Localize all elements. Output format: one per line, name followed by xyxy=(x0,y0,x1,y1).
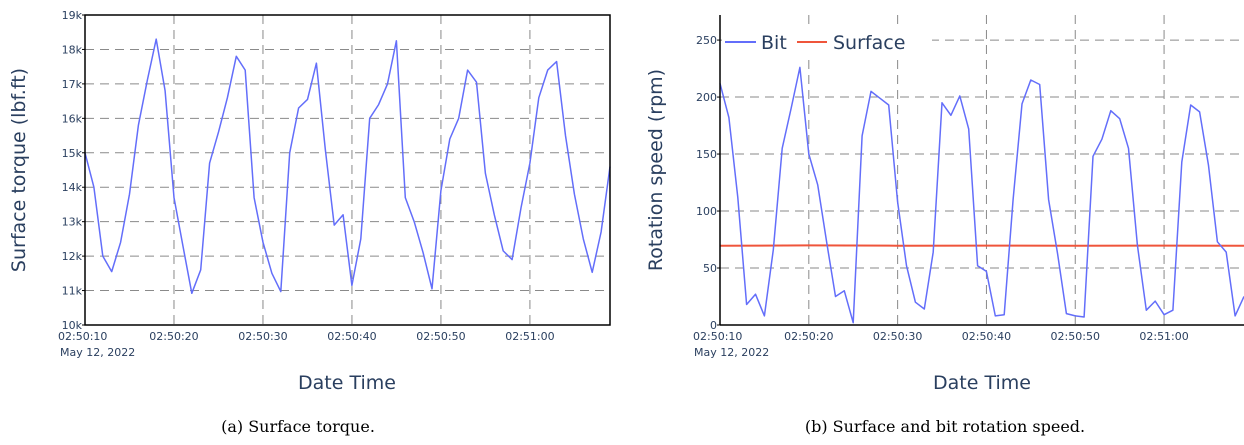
torque-x-tick-label: 02:50:40 xyxy=(327,330,376,343)
torque-y-tick-label: 15k xyxy=(62,147,83,160)
torque-x-tick-label: 02:50:20 xyxy=(149,330,198,343)
torque-y-tick-label: 16k xyxy=(62,112,83,125)
rotation-x-date-label: May 12, 2022 xyxy=(694,346,769,359)
torque-x-tick-label: 02:50:50 xyxy=(416,330,465,343)
torque-y-tick-label: 13k xyxy=(62,216,83,229)
rotation-y-tick-label: 250 xyxy=(696,34,717,47)
rotation-chart-panel: 0 50 100 150 200 250 02:50:10 02:50:20 02:50:30… xyxy=(645,15,1244,436)
torque-x-tick-label: 02:51:00 xyxy=(505,330,554,343)
torque-x-date-label: May 12, 2022 xyxy=(60,346,135,359)
legend-bit-label: Bit xyxy=(761,32,787,54)
torque-chart-caption: (a) Surface torque. xyxy=(221,417,375,436)
torque-y-tick-label: 12k xyxy=(62,250,83,263)
torque-x-tick-label: 02:50:10 xyxy=(58,330,107,343)
rotation-x-tick-label: 02:50:50 xyxy=(1051,330,1100,343)
bit-series-line xyxy=(719,66,1244,324)
torque-y-tick-label: 18k xyxy=(62,43,83,56)
rotation-y-axis-title: Rotation speed (rpm) xyxy=(645,69,667,271)
rotation-chart-grid xyxy=(720,15,1244,325)
rotation-x-tick-label: 02:51:00 xyxy=(1139,330,1188,343)
torque-y-axis-title: Surface torque (lbf.ft) xyxy=(8,68,30,272)
rotation-x-tick-label: 02:50:20 xyxy=(784,330,833,343)
legend-surface-label: Surface xyxy=(833,32,905,54)
rotation-legend: Bit Surface xyxy=(722,28,932,58)
torque-y-tick-label: 17k xyxy=(62,78,83,91)
torque-chart-frame xyxy=(84,14,611,326)
torque-x-ticks: 02:50:10 02:50:20 02:50:30 02:50:40 02:50:50… xyxy=(58,330,555,343)
rotation-y-tick-label: 0 xyxy=(710,319,717,332)
rotation-y-tick-label: 100 xyxy=(696,205,717,218)
rotation-y-tick-label: 150 xyxy=(696,148,717,161)
rotation-x-tick-label: 02:50:40 xyxy=(962,330,1011,343)
torque-y-tick-label: 19k xyxy=(62,9,83,22)
rotation-x-tick-label: 02:50:10 xyxy=(693,330,742,343)
torque-chart-grid xyxy=(85,15,610,325)
torque-x-axis-title: Date Time xyxy=(298,372,396,394)
rotation-x-axis-title: Date Time xyxy=(933,372,1031,394)
rotation-y-tick-label: 50 xyxy=(703,262,717,275)
torque-series-line xyxy=(84,38,611,295)
rotation-x-ticks: 02:50:10 02:50:20 02:50:30 02:50:40 02:50:50… xyxy=(693,330,1189,343)
rotation-chart-caption: (b) Surface and bit rotation speed. xyxy=(805,417,1085,436)
torque-y-tick-label: 10k xyxy=(62,319,83,332)
torque-y-ticks: 10k 11k 12k 13k 14k 15k 16k 17k 18k 19k xyxy=(62,9,85,332)
rotation-y-tick-label: 200 xyxy=(696,91,717,104)
rotation-x-tick-label: 02:50:30 xyxy=(873,330,922,343)
rotation-y-ticks: 0 50 100 150 200 250 xyxy=(696,34,720,332)
torque-y-tick-label: 11k xyxy=(62,285,83,298)
torque-x-tick-label: 02:50:30 xyxy=(238,330,287,343)
torque-y-tick-label: 14k xyxy=(62,181,83,194)
